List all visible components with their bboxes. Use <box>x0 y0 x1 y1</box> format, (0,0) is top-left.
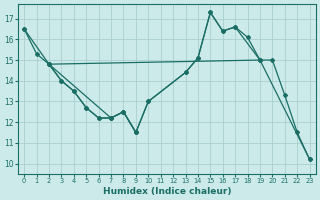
X-axis label: Humidex (Indice chaleur): Humidex (Indice chaleur) <box>103 187 231 196</box>
